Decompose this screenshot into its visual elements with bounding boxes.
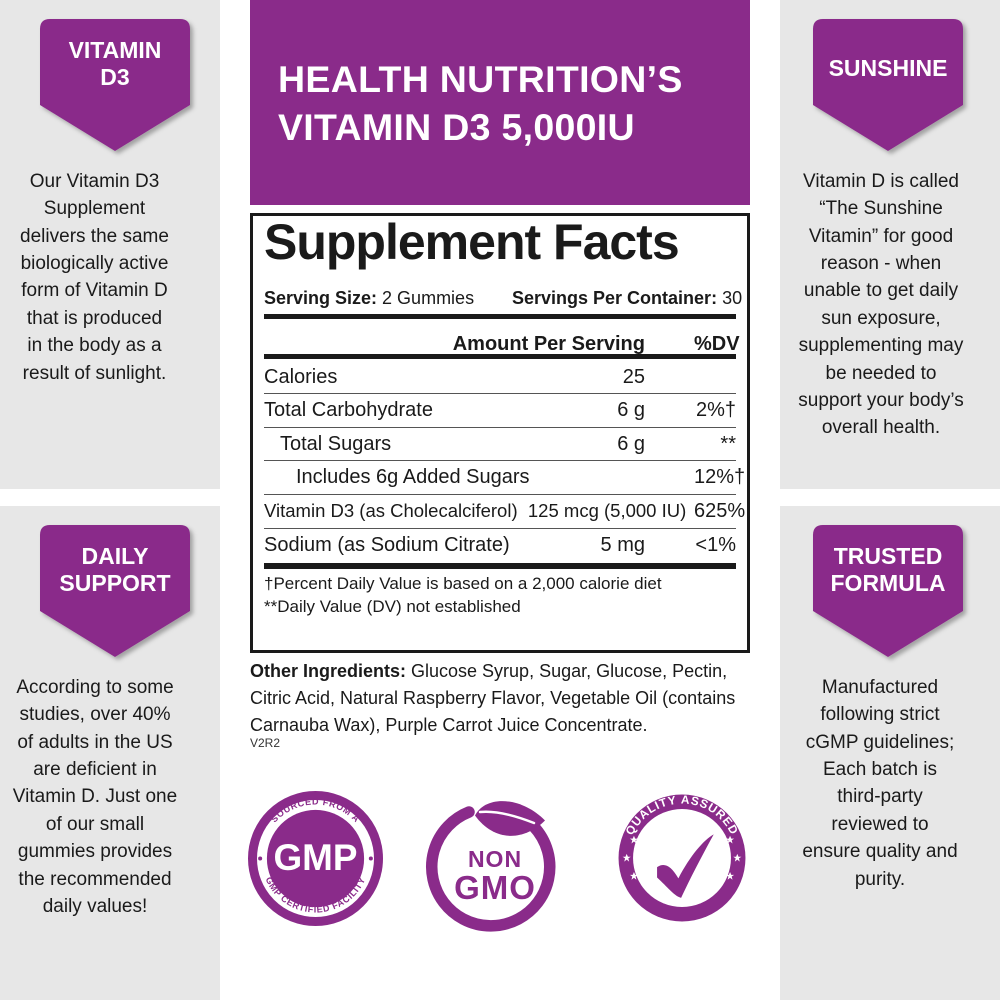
svg-text:GMO: GMO <box>454 869 536 906</box>
svg-text:GMP: GMP <box>274 837 358 878</box>
svg-text:NON: NON <box>468 846 522 872</box>
